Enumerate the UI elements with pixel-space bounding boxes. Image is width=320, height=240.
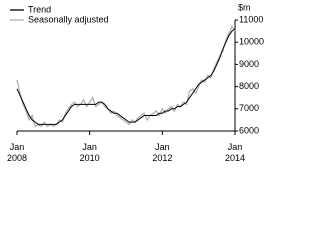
x-tick-label: Jan 2008: [7, 142, 27, 163]
y-tick-label: 6000: [239, 125, 259, 135]
y-tick-label: 7000: [239, 103, 259, 113]
y-tick-label: 9000: [239, 59, 259, 69]
y-tick-label: 11000: [239, 14, 263, 24]
line-1: [16, 25, 236, 128]
y-tick-label: 8000: [239, 81, 259, 91]
line-0: [16, 28, 236, 125]
y-tick-label: 10000: [239, 37, 264, 47]
y-unit: $m: [238, 2, 251, 12]
x-tick-label: Jan 2010: [80, 142, 100, 163]
x-tick-label: Jan 2012: [152, 142, 172, 163]
chart: $m 6000 7000 8000 9000 10000 11000 Jan 2008 Jan 2…: [7, 2, 264, 163]
x-tick-label: Jan 2014: [225, 142, 245, 163]
legend-label: Seasonally adjusted: [28, 14, 109, 24]
legend-label: Trend: [28, 4, 51, 14]
